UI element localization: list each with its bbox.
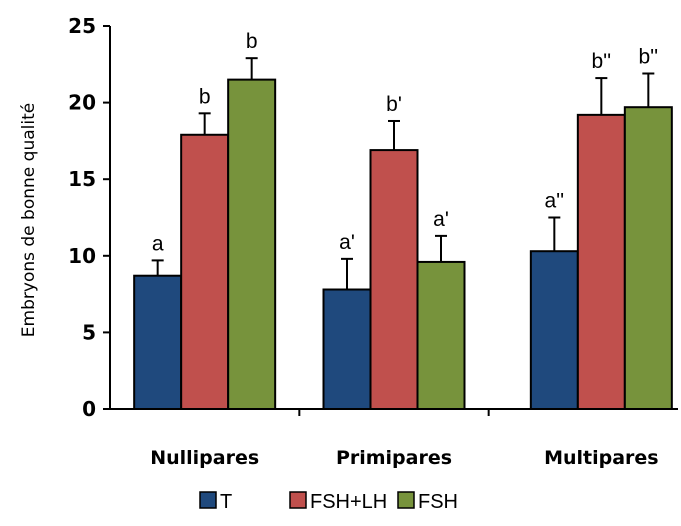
legend-swatch <box>289 491 307 509</box>
data-label: a' <box>433 208 449 231</box>
bar <box>227 78 277 411</box>
bar <box>133 274 183 410</box>
bar <box>529 250 579 410</box>
bar <box>180 133 230 410</box>
y-tick-label: 10 <box>68 244 96 268</box>
legend-label: FSH+LH <box>310 491 387 513</box>
bar <box>416 260 466 411</box>
y-tick-label: 5 <box>82 320 96 344</box>
data-label: a'' <box>544 190 564 213</box>
y-tick-label: 25 <box>68 14 96 38</box>
bar <box>623 106 673 410</box>
bar <box>369 149 419 410</box>
legend-swatch <box>397 491 415 509</box>
category-label: Multipares <box>544 447 659 469</box>
data-label: b <box>199 85 211 108</box>
y-tick-label: 20 <box>68 91 96 115</box>
legend: T FSH+LH FSH <box>199 491 458 513</box>
data-label: b <box>246 30 258 53</box>
bars <box>133 57 673 411</box>
legend-label: FSH <box>418 491 458 513</box>
y-tick-label: 15 <box>68 167 96 191</box>
category-label: Primipares <box>336 447 452 469</box>
bar <box>322 288 372 410</box>
category-label: Nullipares <box>150 447 259 469</box>
legend-swatch <box>199 491 217 509</box>
y-axis-label: Embryons de bonne qualité <box>19 103 39 337</box>
data-label: a <box>152 232 164 255</box>
data-label: b'' <box>638 45 658 68</box>
legend-label: T <box>220 491 232 513</box>
labels: 0 5 10 15 20 25 a b b Nullipares a' b' a' Primipares a… <box>68 14 658 469</box>
data-label: a' <box>339 231 355 254</box>
bar <box>576 113 626 411</box>
data-label: b'' <box>591 50 611 73</box>
data-label: b' <box>386 93 402 116</box>
y-tick-label: 0 <box>82 397 96 421</box>
